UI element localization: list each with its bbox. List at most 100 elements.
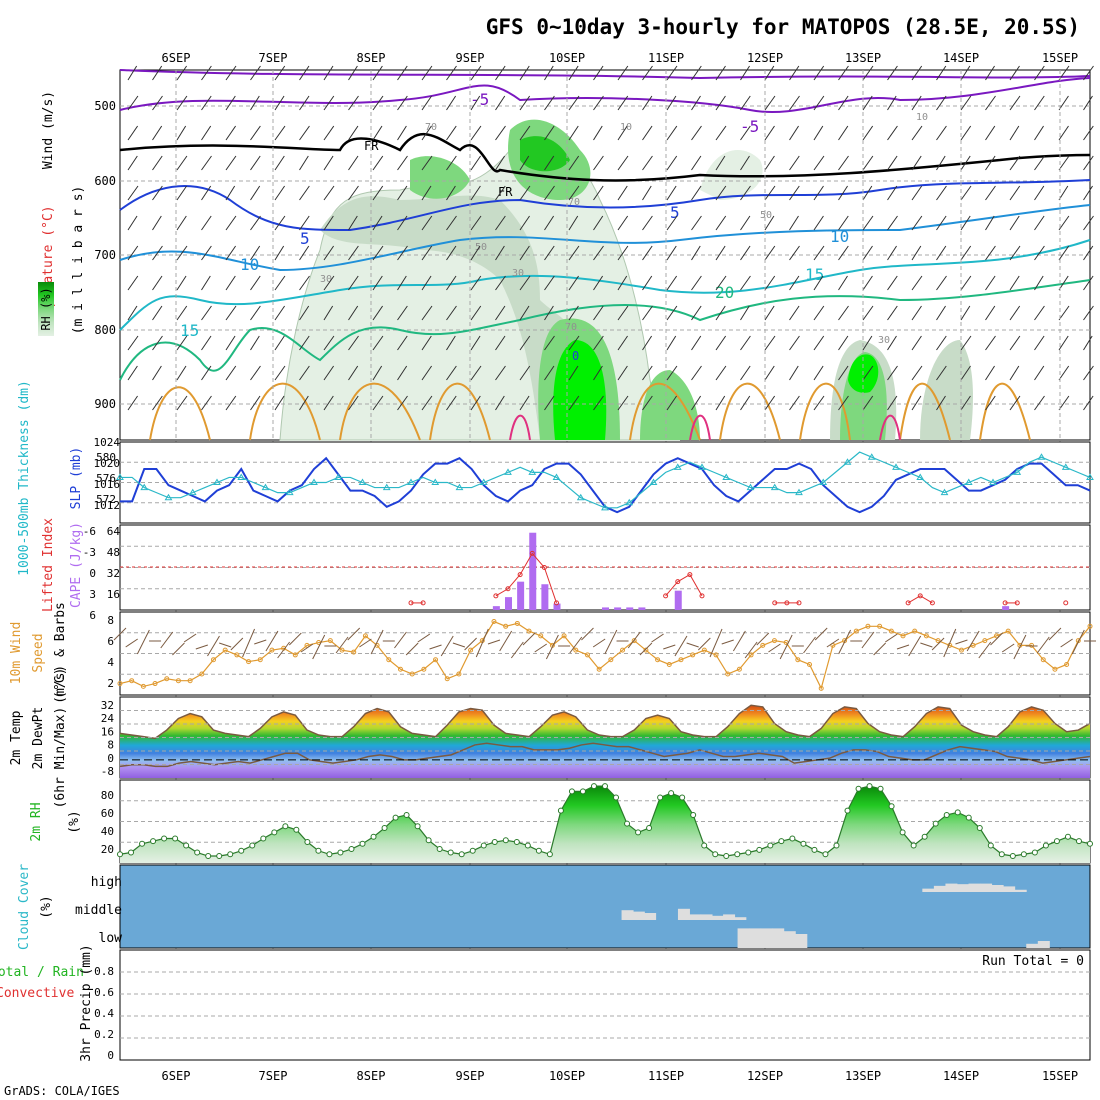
wind10m-marker [386, 657, 392, 663]
rh2m-marker [293, 826, 300, 833]
wind-barb [666, 365, 678, 381]
wind-barb [250, 65, 261, 81]
wind-barb [446, 305, 457, 321]
wind10m-barb [405, 642, 419, 656]
contour-label: 10 [916, 112, 928, 123]
wind10m-barb [663, 644, 676, 650]
wind-barb [764, 395, 776, 411]
rh2m-marker [679, 794, 686, 801]
precip-tick: 0.2 [94, 1028, 114, 1041]
wind-barb [323, 185, 335, 201]
contour-label: 20 [715, 283, 734, 302]
wind-barb [127, 245, 139, 261]
rh2m-marker [789, 835, 796, 842]
wind10m-barb [896, 644, 910, 650]
wind-barb [397, 155, 408, 171]
wind-barb [299, 245, 310, 261]
wind-barb [666, 65, 678, 81]
temp2m-tick: 16 [101, 725, 114, 738]
wind-barb [397, 365, 408, 381]
wind-barb [250, 215, 261, 231]
wind-barb [764, 365, 775, 381]
thickness-series [120, 451, 1091, 509]
cloud-bar [644, 913, 657, 920]
wind-barb [715, 245, 726, 261]
wind-barb [862, 185, 873, 201]
wind-barb [250, 365, 261, 381]
wind-barb [813, 305, 825, 321]
wind10m-barb [861, 631, 875, 649]
wind-barb [421, 125, 432, 141]
wind10m-marker [561, 633, 567, 639]
wind10m-barb [359, 638, 372, 648]
wind-barb [176, 185, 188, 201]
cloud-label-2: (%) [39, 895, 54, 918]
thickness-marker [261, 483, 270, 491]
wind-barb [519, 335, 531, 351]
cloud-bar [772, 928, 785, 948]
wind-barb [323, 305, 334, 321]
wind-barb [127, 395, 138, 411]
wind10m-tick: 2 [107, 677, 114, 690]
wind-barb [642, 365, 653, 381]
wind-barb [740, 95, 751, 111]
wind-barb [1034, 305, 1045, 321]
wind10m-marker [269, 647, 275, 653]
wind-barb [397, 65, 408, 81]
wind-barb [911, 65, 923, 81]
cape-tick: 64 [107, 525, 121, 538]
wind10m-marker [818, 685, 824, 691]
upper-wind-barbs [127, 65, 1094, 411]
wind-barb [470, 215, 482, 231]
wind-barb [348, 185, 359, 201]
slp-tick: 1012 [94, 499, 121, 512]
wind-barb [348, 155, 359, 171]
wind10m-marker [456, 671, 462, 677]
thickness-marker [431, 478, 440, 485]
pressure-tick: 500 [94, 99, 116, 113]
wind-barb [519, 215, 530, 231]
wind10m-barb [183, 633, 197, 643]
wind-barb [985, 125, 996, 141]
wind-barb [1083, 335, 1093, 351]
rh2m-marker [910, 842, 917, 849]
thickness-marker [358, 478, 367, 485]
wind10m-marker [117, 681, 123, 687]
wind-barb [544, 185, 555, 201]
wind-barb [1034, 335, 1045, 351]
rh2m-marker [425, 837, 432, 844]
wind-barb [495, 305, 506, 321]
day-label-bottom: 15SEP [1042, 1069, 1078, 1083]
wind-barb [495, 275, 506, 291]
wind-barb [470, 275, 482, 291]
wind-barb [813, 95, 825, 111]
rh2m-marker [778, 838, 785, 845]
rh-contour-labels: 70 70 70 50 50 30 30 30 10 10 [320, 112, 928, 346]
wind10m-marker [433, 657, 439, 663]
wind10m-barb [300, 643, 314, 653]
lifted-index-marker [905, 600, 911, 606]
wind-barb [274, 155, 285, 171]
wind-barb [838, 305, 849, 321]
thickness-tick: 572 [96, 493, 116, 506]
temp2m-tick: 32 [101, 699, 114, 712]
wind-barb [495, 215, 506, 231]
wind-barb [617, 95, 629, 111]
wind-barb [887, 185, 898, 201]
wind10m-marker [199, 671, 205, 677]
lifted-index-series [907, 595, 933, 604]
wind-barb [838, 335, 849, 351]
wind-barb [250, 155, 261, 171]
wind-barb [250, 275, 261, 291]
contour-label: 10 [830, 227, 849, 246]
wind10m-barb [242, 628, 256, 658]
wind-barb [813, 245, 825, 261]
wind10m-label-1: 10m Wind [9, 622, 24, 685]
wind-barb [936, 335, 947, 351]
wind-barb [887, 335, 897, 351]
wind10m-marker [666, 661, 672, 667]
wind-barb [715, 305, 726, 321]
cape-bar [505, 597, 512, 610]
wind-barb [813, 155, 825, 171]
rh2m-marker [756, 846, 763, 853]
